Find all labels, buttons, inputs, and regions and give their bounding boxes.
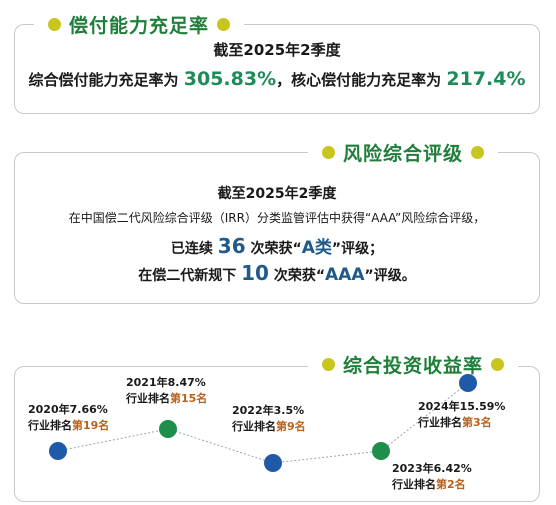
timeline-point-4 <box>372 442 390 460</box>
rank-prefix: 行业排名 <box>126 392 170 405</box>
aaa-count: 10 <box>241 261 269 285</box>
risk-period: 截至2025年2季度 <box>15 183 539 203</box>
rank-prefix: 行业排名 <box>392 478 436 491</box>
rank-prefix: 行业排名 <box>418 416 462 429</box>
timeline-label-1: 2020年7.66% 行业排名第19名 <box>28 402 109 434</box>
connector-line <box>57 382 469 464</box>
solvency-ratios: 综合偿付能力充足率为 305.83%，核心偿付能力充足率为 217.4% <box>15 68 539 90</box>
risk-heading: 风险综合评级 <box>308 138 499 166</box>
a-grade-label: A类 <box>301 238 332 258</box>
industry-rank-value: 第19名 <box>72 419 110 432</box>
risk-line-2: 已连续 36 次荣获“A类”评级； <box>15 233 539 258</box>
timeline-point-5 <box>459 374 477 392</box>
year-return-label: 2020年7.66% <box>28 403 108 416</box>
industry-rank-value: 第9名 <box>276 420 306 433</box>
risk-line-2-prefix: 已连续 <box>170 241 213 257</box>
bullet-dot-icon <box>491 357 505 371</box>
risk-period-text: 截至2025年2季度 <box>217 186 337 202</box>
timeline-point-3 <box>264 454 282 472</box>
solvency-period-text: 截至2025年2季度 <box>213 41 341 59</box>
risk-line-3-prefix: 在偿二代新规下 <box>138 268 237 284</box>
risk-line-3: 在偿二代新规下 10 次荣获“AAA”评级。 <box>15 261 539 285</box>
risk-line-1-text: 在中国偿二代风险综合评级（IRR）分类监管评估中获得“AAA”风险综合评级， <box>68 211 486 225</box>
year-return-label: 2021年8.47% <box>126 376 206 389</box>
industry-rank-line: 行业排名第19名 <box>28 418 109 434</box>
consecutive-a-count: 36 <box>217 234 246 258</box>
risk-line-2-suffix: ”评级； <box>331 241 384 257</box>
rank-prefix: 行业排名 <box>28 419 72 432</box>
risk-line-3-mid: 次荣获“ <box>273 268 326 284</box>
timeline-label-3: 2022年3.5% 行业排名第9名 <box>232 403 306 435</box>
risk-line-2-mid: 次荣获“ <box>250 241 302 257</box>
timeline-label-4: 2023年6.42% 行业排名第2名 <box>392 461 472 493</box>
comprehensive-solvency-value: 305.83% <box>183 68 277 90</box>
bullet-dot-icon <box>471 145 485 159</box>
solvency-line-prefix: 综合偿付能力充足率为 <box>28 71 179 89</box>
industry-rank-value: 第3名 <box>462 416 492 429</box>
solvency-heading: 偿付能力充足率 <box>34 10 245 38</box>
industry-rank-line: 行业排名第2名 <box>392 477 472 493</box>
timeline-label-2: 2021年8.47% 行业排名第15名 <box>126 375 207 407</box>
solvency-line-mid: ，核心偿付能力充足率为 <box>276 71 442 89</box>
core-solvency-value: 217.4% <box>446 68 526 90</box>
bullet-dot-icon <box>217 17 231 31</box>
aaa-grade-label: AAA <box>325 265 365 285</box>
year-return-label: 2023年6.42% <box>392 462 472 475</box>
bullet-dot-icon <box>322 145 335 159</box>
industry-rank-line: 行业排名第15名 <box>126 391 207 407</box>
risk-title: 风险综合评级 <box>343 142 464 165</box>
solvency-period: 截至2025年2季度 <box>15 39 539 60</box>
risk-line-1: 在中国偿二代风险综合评级（IRR）分类监管评估中获得“AAA”风险综合评级， <box>15 209 539 226</box>
investment-title: 综合投资收益率 <box>343 354 484 377</box>
bullet-dot-icon <box>48 17 61 31</box>
timeline-point-1 <box>49 442 67 460</box>
industry-rank-value: 第2名 <box>436 478 466 491</box>
industry-rank-line: 行业排名第9名 <box>232 419 306 435</box>
timeline-point-2 <box>159 420 177 438</box>
year-return-label: 2024年15.59% <box>418 400 506 413</box>
year-return-label: 2022年3.5% <box>232 404 305 417</box>
industry-rank-value: 第15名 <box>170 392 208 405</box>
investment-panel <box>14 366 540 502</box>
solvency-panel: 截至2025年2季度 综合偿付能力充足率为 305.83%，核心偿付能力充足率为… <box>14 24 540 114</box>
investment-heading: 综合投资收益率 <box>308 350 519 378</box>
rank-prefix: 行业排名 <box>232 420 276 433</box>
bullet-dot-icon <box>322 357 335 371</box>
solvency-title: 偿付能力充足率 <box>69 14 210 37</box>
timeline-label-5: 2024年15.59% 行业排名第3名 <box>418 399 505 431</box>
risk-panel: 截至2025年2季度 在中国偿二代风险综合评级（IRR）分类监管评估中获得“AA… <box>14 152 540 304</box>
industry-rank-line: 行业排名第3名 <box>418 415 505 431</box>
risk-line-3-suffix: ”评级。 <box>364 268 416 284</box>
